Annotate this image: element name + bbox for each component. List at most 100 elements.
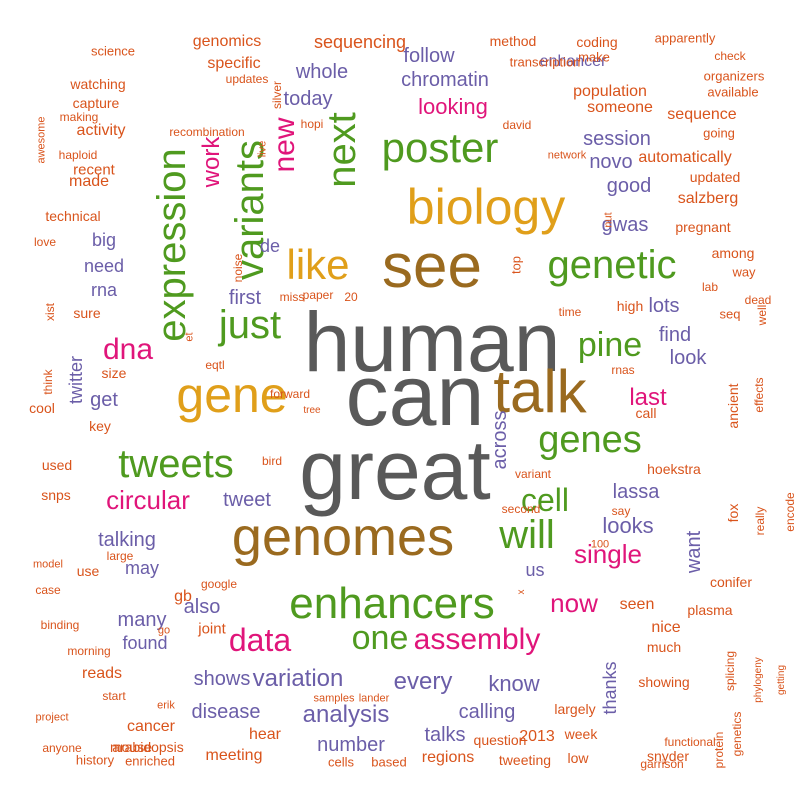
cloud-word: question <box>473 732 527 748</box>
cloud-word: snyder <box>646 748 690 764</box>
cloud-word: really <box>753 506 767 536</box>
cloud-word: reads <box>81 665 123 682</box>
cloud-word: talks <box>424 724 466 746</box>
cloud-word: single <box>574 539 642 569</box>
cloud-word: biology <box>406 179 566 235</box>
cloud-word: number <box>317 734 385 756</box>
cloud-word: looking <box>418 94 488 119</box>
cloud-word: say <box>611 504 631 518</box>
cloud-word: used <box>41 457 73 473</box>
cloud-word: first <box>228 287 262 309</box>
cloud-word: big <box>91 230 117 250</box>
cloud-word: erik <box>157 699 175 712</box>
cloud-word: conifer <box>709 574 753 590</box>
cloud-word: may <box>124 558 160 578</box>
cloud-word: showing <box>638 674 690 690</box>
cloud-word: nut <box>602 212 615 228</box>
cloud-word: et <box>183 332 196 342</box>
cloud-word: assembly <box>413 623 541 656</box>
cloud-word: new <box>268 117 301 173</box>
cloud-word: us <box>525 560 545 580</box>
cloud-word: making <box>59 110 99 124</box>
cloud-word: thanks <box>600 661 620 715</box>
cloud-word: now <box>550 588 598 618</box>
cloud-word: gwas <box>601 214 649 236</box>
cloud-word: sure <box>73 305 101 321</box>
cloud-word: dead <box>744 293 772 307</box>
cloud-word: method <box>489 33 537 49</box>
cloud-word: good <box>606 175 652 197</box>
cloud-word: capture <box>72 95 120 111</box>
cloud-word: organizers <box>703 68 765 84</box>
cloud-word: available <box>707 84 759 100</box>
cloud-word: updated <box>689 169 741 185</box>
cloud-word: get <box>90 389 118 411</box>
cloud-word: low <box>567 750 589 766</box>
cloud-word: haploid <box>58 148 98 162</box>
cloud-word: large <box>106 549 134 563</box>
cloud-word: rna <box>90 280 118 300</box>
cloud-word: know <box>488 671 540 696</box>
cloud-word: among <box>711 245 755 261</box>
cloud-word: start <box>102 689 126 703</box>
cloud-word: circular <box>106 485 190 515</box>
cloud-word: 100 <box>590 538 610 551</box>
cloud-word: de <box>259 236 281 256</box>
cloud-word: lots <box>648 295 680 317</box>
cloud-word: network <box>547 149 587 162</box>
cloud-word: analysis <box>302 701 390 728</box>
cloud-word: enriched <box>125 753 175 769</box>
cloud-word: cells <box>327 754 355 770</box>
cloud-word: recombination <box>169 125 245 139</box>
cloud-word: cancer <box>126 718 176 735</box>
cloud-word: xist <box>43 303 57 321</box>
cloud-word: project <box>35 711 69 724</box>
cloud-word: made <box>68 173 110 190</box>
cloud-word: rnas <box>611 363 635 377</box>
cloud-word: cool <box>29 400 55 416</box>
cloud-word: talk <box>493 358 587 425</box>
cloud-word: love <box>33 235 57 249</box>
cloud-word: joint <box>198 620 226 638</box>
cloud-word: calling <box>458 701 516 723</box>
cloud-word: whole <box>295 61 349 83</box>
cloud-word: gene <box>176 367 288 423</box>
cloud-word: tweeting <box>498 752 552 768</box>
cloud-word: watching <box>70 76 126 92</box>
cloud-word: chromatin <box>401 69 489 91</box>
cloud-word: forward <box>269 387 311 401</box>
cloud-word: top <box>508 255 524 275</box>
cloud-word: google <box>200 577 238 591</box>
cloud-word: fox <box>725 503 741 523</box>
cloud-word: genomics <box>192 33 262 50</box>
cloud-word: morning <box>67 644 111 658</box>
cloud-word: well <box>755 304 769 326</box>
cloud-word: binding <box>40 618 80 632</box>
cloud-word: technical <box>45 208 101 224</box>
cloud-word: hoekstra <box>647 461 701 477</box>
cloud-word: work <box>198 136 225 188</box>
cloud-word: garrison <box>640 757 684 771</box>
cloud-word: pregnant <box>675 219 731 235</box>
cloud-word: seen <box>619 596 655 613</box>
cloud-word: like <box>286 241 350 288</box>
cloud-word: apparently <box>654 30 716 46</box>
cloud-word: tree <box>303 405 321 416</box>
cloud-word: phylogeny <box>753 657 764 703</box>
cloud-word: genes <box>538 419 642 461</box>
cloud-word: 2013 <box>519 728 555 745</box>
cloud-word: hopi <box>300 117 324 131</box>
cloud-word: updates <box>225 72 269 86</box>
cloud-word: genetics <box>730 711 744 757</box>
cloud-word: many <box>117 609 167 631</box>
cloud-word: coding <box>576 34 618 50</box>
cloud-word: salzberg <box>677 190 739 207</box>
cloud-word: way <box>732 264 756 280</box>
cloud-word: check <box>714 49 746 63</box>
cloud-word: go <box>157 624 171 637</box>
cloud-word: nice <box>651 619 681 636</box>
cloud-word: sequence <box>667 106 737 123</box>
cloud-word: encode <box>783 492 797 532</box>
cloud-word: see <box>382 232 482 301</box>
